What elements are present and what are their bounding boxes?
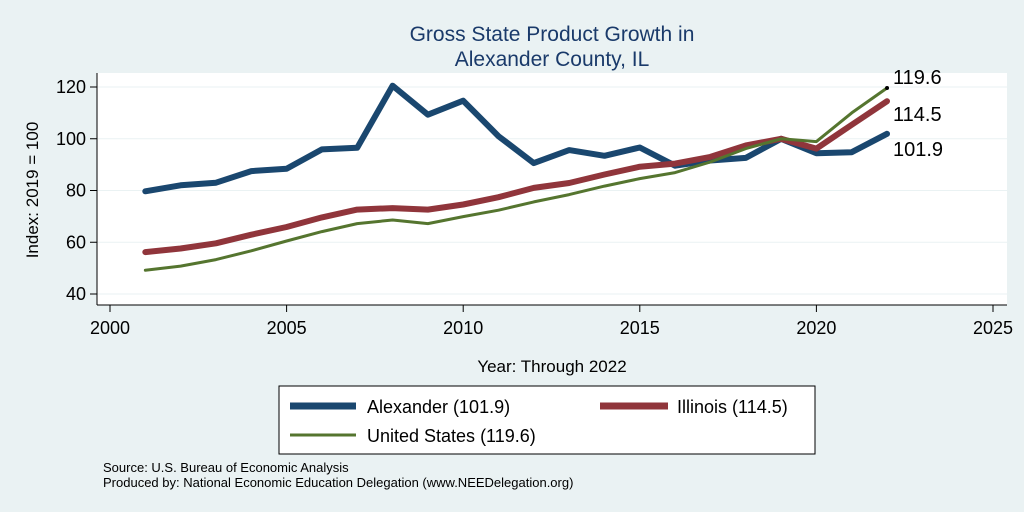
y-tick-label-60: 60 [66, 232, 86, 252]
source-note: Source: U.S. Bureau of Economic Analysis [103, 460, 349, 475]
legend-box [278, 385, 816, 455]
end-label-united-states: 119.6 [893, 67, 942, 89]
y-axis-ticks: 40 60 80 100 120 [56, 77, 97, 304]
legend-label-alexander: Alexander (101.9) [367, 397, 510, 417]
x-axis-title: Year: Through 2022 [477, 357, 626, 376]
series-end-labels: 101.9 114.5 119.6 [893, 67, 943, 161]
y-tick-label-100: 100 [56, 129, 86, 149]
series-line-alexander [142, 82, 890, 195]
plot-area [97, 73, 1007, 305]
y-tick-label-80: 80 [66, 181, 86, 201]
x-tick-label-2020: 2020 [796, 318, 836, 338]
series-lines [142, 82, 890, 272]
producer-note: Produced by: National Economic Education… [103, 475, 573, 490]
x-axis-ticks: 2000 2005 2010 2015 2020 2025 [90, 305, 1013, 338]
legend-label-illinois: Illinois (114.5) [677, 397, 788, 417]
legend: Alexander (101.9) Illinois (114.5) Unite… [278, 385, 816, 455]
x-tick-label-2000: 2000 [90, 318, 130, 338]
end-label-illinois: 114.5 [893, 104, 942, 126]
y-axis-title: Index: 2019 = 100 [23, 122, 42, 259]
series-line-united-states [143, 86, 889, 272]
gridlines [97, 86, 1007, 295]
end-label-alexander: 101.9 [893, 139, 943, 161]
endpoint-marker-united-states [885, 86, 890, 91]
legend-label-united-states: United States (119.6) [367, 426, 536, 446]
x-tick-label-2005: 2005 [267, 318, 307, 338]
x-tick-label-2025: 2025 [973, 318, 1013, 338]
y-tick-label-40: 40 [66, 284, 86, 304]
x-tick-label-2015: 2015 [620, 318, 660, 338]
y-tick-label-120: 120 [56, 77, 86, 97]
x-tick-label-2010: 2010 [443, 318, 483, 338]
chart-title-line-1: Gross State Product Growth in [410, 23, 695, 46]
chart-title-line-2: Alexander County, IL [455, 48, 650, 71]
